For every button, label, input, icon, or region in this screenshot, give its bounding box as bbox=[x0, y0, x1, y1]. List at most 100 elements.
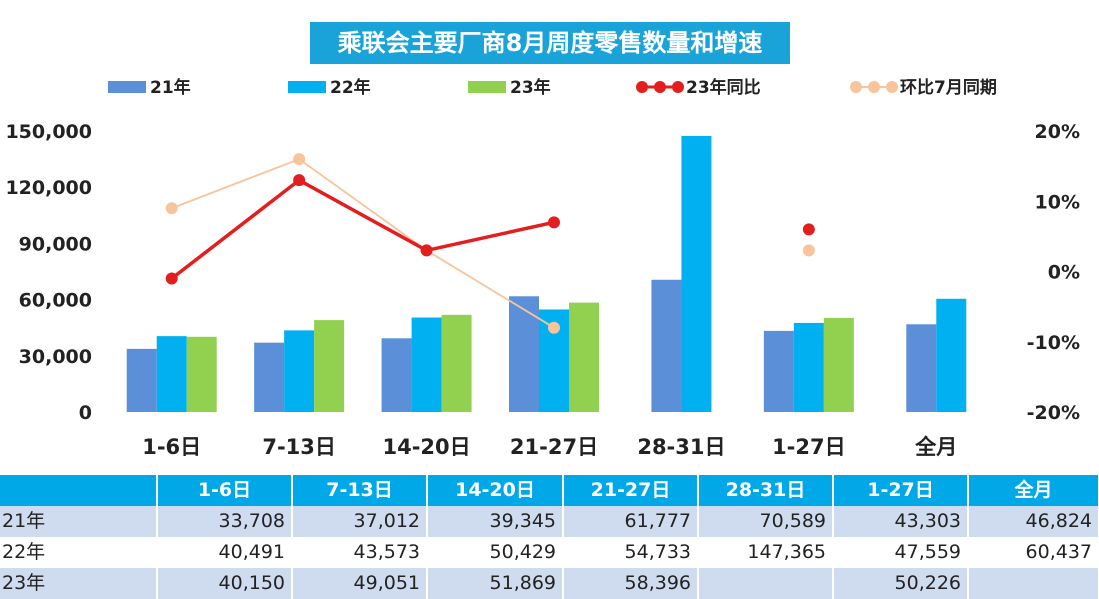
table-cell: 50,226 bbox=[833, 568, 969, 599]
table-cell: 46,824 bbox=[968, 506, 1099, 537]
legend-label: 22年 bbox=[330, 77, 371, 98]
bar-21年 bbox=[763, 330, 794, 412]
table-cell bbox=[968, 568, 1099, 599]
bar-21年 bbox=[906, 324, 937, 412]
bar-22年 bbox=[156, 336, 187, 412]
bars bbox=[126, 135, 967, 413]
bar-22年 bbox=[411, 317, 442, 412]
point-23年同比 bbox=[548, 216, 560, 229]
bar-23年 bbox=[569, 302, 599, 412]
table-header-cell: 1-27日 bbox=[833, 475, 969, 506]
data-table: 1-6日 7-13日 14-20日 21-27日 28-31日 1-27日 全月… bbox=[0, 475, 1099, 599]
line-环比7月同期 bbox=[171, 158, 555, 329]
bar-22年 bbox=[284, 330, 315, 412]
category-label: 全月 bbox=[914, 435, 957, 459]
legend-marker bbox=[654, 81, 666, 93]
table-cell: 54,733 bbox=[563, 537, 699, 568]
table-cell: 51,869 bbox=[427, 568, 564, 599]
category-label: 21-27日 bbox=[510, 435, 598, 459]
chart-title: 乘联会主要厂商8月周度零售数量和增速 bbox=[337, 29, 763, 57]
bar-22年 bbox=[793, 322, 824, 412]
line-23年同比 bbox=[170, 178, 555, 280]
point-环比7月同期 bbox=[548, 321, 560, 334]
table-row-label: 23年 bbox=[0, 568, 158, 599]
table-cell: 39,345 bbox=[427, 506, 564, 537]
legend-swatch bbox=[468, 81, 506, 93]
left-axis-tick-label: 0 bbox=[79, 402, 92, 424]
bar-23年 bbox=[823, 317, 854, 412]
table-cell: 33,708 bbox=[157, 506, 293, 537]
right-axis-tick-label: -10% bbox=[1027, 332, 1080, 354]
point-23年同比 bbox=[420, 244, 433, 257]
table-cell: 37,012 bbox=[292, 506, 428, 537]
category-label: 7-13日 bbox=[262, 435, 336, 459]
legend-marker bbox=[886, 81, 898, 93]
left-axis-tick-label: 60,000 bbox=[19, 290, 92, 312]
table-row: 21年 33,708 37,012 39,345 61,777 70,589 4… bbox=[0, 506, 1099, 537]
legend-label: 23年 bbox=[510, 77, 551, 98]
left-axis-tick-label: 90,000 bbox=[19, 233, 92, 255]
category-label: 28-31日 bbox=[637, 435, 725, 459]
table-row: 22年 40,491 43,573 50,429 54,733 147,365 … bbox=[0, 537, 1099, 568]
table-cell: 50,429 bbox=[427, 537, 564, 568]
table-cell: 147,365 bbox=[698, 537, 834, 568]
legend-marker bbox=[636, 81, 648, 93]
table-row-label: 22年 bbox=[0, 537, 158, 568]
point-环比7月同期 bbox=[802, 244, 815, 257]
bar-23年 bbox=[186, 336, 217, 412]
left-axis-tick-label: 150,000 bbox=[5, 121, 92, 143]
table-cell: 40,491 bbox=[157, 537, 293, 568]
table-header-cell: 21-27日 bbox=[563, 475, 699, 506]
chart-title-background bbox=[310, 22, 790, 64]
table-cell: 43,573 bbox=[292, 537, 428, 568]
table-cell: 70,589 bbox=[698, 506, 834, 537]
bar-23年 bbox=[441, 314, 472, 412]
right-axis-tick-label: 0% bbox=[1048, 262, 1080, 284]
point-环比7月同期 bbox=[165, 202, 178, 215]
bar-23年 bbox=[314, 320, 345, 412]
table-cell: 40,150 bbox=[157, 568, 293, 599]
legend-marker bbox=[672, 81, 684, 93]
table-header-cell: 1-6日 bbox=[157, 475, 293, 506]
point-23年同比 bbox=[293, 174, 306, 187]
right-axis-tick-label: -20% bbox=[1027, 402, 1080, 424]
table-header-row: 1-6日 7-13日 14-20日 21-27日 28-31日 1-27日 全月 bbox=[0, 475, 1099, 506]
table-cell: 43,303 bbox=[833, 506, 969, 537]
table-header-cell: 7-13日 bbox=[292, 475, 428, 506]
table-header-corner bbox=[0, 475, 158, 506]
bar-21年 bbox=[126, 348, 157, 412]
legend-swatch bbox=[288, 81, 326, 93]
point-23年同比 bbox=[802, 223, 815, 236]
table-cell bbox=[698, 568, 834, 599]
table-cell: 60,437 bbox=[968, 537, 1099, 568]
bar-22年 bbox=[936, 298, 967, 412]
legend-swatch bbox=[108, 81, 146, 93]
table-row: 23年 40,150 49,051 51,869 58,396 50,226 bbox=[0, 568, 1099, 599]
category-label: 14-20日 bbox=[382, 435, 470, 459]
bar-21年 bbox=[254, 342, 285, 412]
axes: 150,000 120,000 90,000 60,000 30,000 0 20% 10% 0… bbox=[5, 121, 1080, 424]
legend-label: 21年 bbox=[150, 77, 191, 98]
table-header-cell: 全月 bbox=[968, 475, 1099, 506]
bar-21年 bbox=[381, 338, 412, 412]
bar-22年 bbox=[681, 135, 712, 413]
chart-svg: 乘联会主要厂商8月周度零售数量和增速 21年 22年 23年 23年同比 环比7月同期 … bbox=[5, 22, 1080, 459]
bar-21年 bbox=[509, 296, 539, 412]
table-cell: 49,051 bbox=[292, 568, 428, 599]
table-cell: 47,559 bbox=[833, 537, 969, 568]
point-23年同比 bbox=[165, 272, 178, 285]
legend-label: 23年同比 bbox=[686, 77, 761, 98]
legend-label: 环比7月同期 bbox=[900, 77, 997, 98]
legend: 21年 22年 23年 23年同比 环比7月同期 bbox=[108, 77, 997, 98]
category-label: 1-27日 bbox=[772, 435, 846, 459]
table-header-cell: 14-20日 bbox=[427, 475, 564, 506]
category-labels: 1-6日 7-13日 14-20日 21-27日 28-31日 1-27日 全月 bbox=[142, 435, 957, 459]
lines bbox=[165, 153, 815, 334]
table-cell: 58,396 bbox=[563, 568, 699, 599]
right-axis-tick-label: 20% bbox=[1035, 121, 1080, 143]
point-环比7月同期 bbox=[293, 153, 306, 166]
right-axis-tick-label: 10% bbox=[1035, 191, 1080, 213]
legend-marker bbox=[850, 81, 862, 93]
bar-21年 bbox=[651, 279, 682, 412]
